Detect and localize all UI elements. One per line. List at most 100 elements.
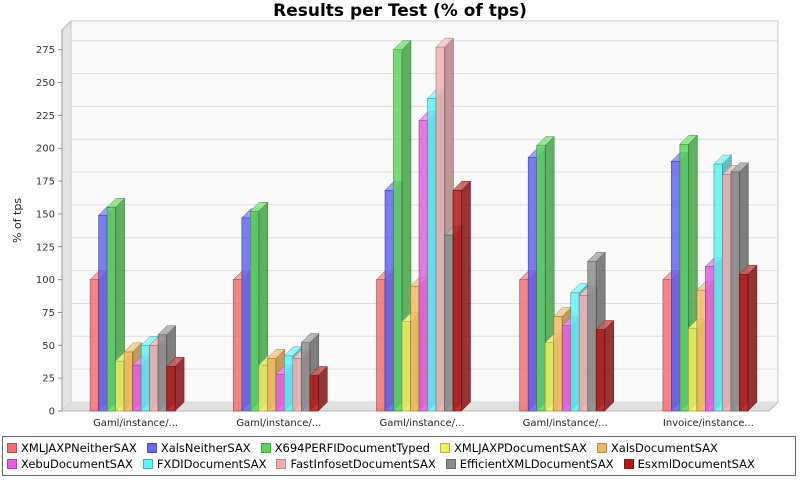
legend-swatch — [439, 443, 450, 453]
bar-front — [561, 325, 572, 412]
bar-front — [553, 316, 563, 412]
bar-front — [587, 260, 597, 412]
bar — [309, 365, 328, 412]
bar-top — [309, 366, 328, 376]
bar-front — [595, 329, 606, 412]
legend-swatch — [596, 443, 607, 453]
y-tick-label: 200 — [36, 144, 55, 155]
y-tick-label: 50 — [42, 341, 55, 352]
bar — [452, 180, 472, 412]
bar-front — [98, 214, 108, 412]
bar-front — [115, 360, 125, 412]
y-tick-label: 125 — [36, 242, 55, 253]
bar-top — [713, 154, 733, 165]
bar-top — [300, 333, 320, 343]
bar-front — [258, 364, 268, 412]
bar-front — [452, 189, 462, 412]
y-tick-label: 225 — [36, 111, 55, 122]
bar-front — [106, 207, 116, 412]
bar-front — [705, 266, 715, 412]
bar-top — [679, 135, 699, 145]
bar-top — [435, 37, 455, 48]
bar-front — [149, 345, 159, 412]
bar-front — [730, 171, 740, 412]
legend-item: XalsDocumentSAX — [596, 440, 718, 456]
y-tick-label: 175 — [36, 177, 55, 188]
legend-swatch — [7, 443, 17, 453]
bar-front — [233, 279, 243, 412]
bar-front — [89, 279, 99, 412]
bar-front — [427, 98, 437, 412]
legend-item: EfficientXMLDocumentSAX — [445, 456, 614, 472]
bar-front — [266, 358, 277, 412]
bar — [165, 356, 185, 412]
bar-front — [536, 145, 546, 412]
y-gridline — [61, 138, 778, 149]
bar-front — [410, 285, 420, 412]
legend-item: XebuDocumentSAX — [7, 456, 133, 472]
bar-top — [536, 136, 555, 146]
legend-label: EsxmlDocumentSAX — [637, 457, 755, 471]
bar-top — [157, 325, 177, 336]
bar-top — [249, 202, 269, 212]
legend-label: XebuDocumentSAX — [21, 457, 133, 471]
bar-front — [418, 120, 428, 412]
legend-label: FXDIDocumentSAX — [156, 457, 267, 471]
bar-front — [671, 161, 681, 412]
x-category-label: Gaml/instance/... — [379, 418, 464, 429]
legend-swatch — [623, 459, 634, 469]
bar-front — [309, 375, 319, 412]
legend-swatch — [445, 459, 456, 469]
bar-front — [527, 157, 538, 412]
bar-top — [266, 349, 286, 359]
legend-item: XMLJAXPNeitherSAX — [7, 440, 137, 456]
plot-area: 0 25 50 75 100 125 150 175 200 225 250 275 % of tps G… — [11, 19, 780, 429]
y-gridline — [61, 73, 778, 83]
bar-top — [123, 342, 143, 353]
bar-front — [376, 279, 386, 412]
bar-front — [722, 174, 732, 412]
legend-item: XMLJAXPDocumentSAX — [439, 440, 587, 456]
bar-side — [461, 180, 471, 412]
legend-label: XalsNeitherSAX — [160, 441, 251, 455]
legend-swatch — [260, 443, 271, 453]
legend-label: EfficientXMLDocumentSAX — [459, 457, 614, 471]
bar-top — [730, 162, 750, 173]
bar-front — [393, 49, 403, 412]
bar-front — [739, 274, 749, 412]
legend-item: FXDIDocumentSAX — [142, 456, 267, 472]
bar-front — [157, 334, 167, 412]
legend-item: EsxmlDocumentSAX — [623, 456, 755, 472]
legend: XMLJAXPNeitherSAX XalsNeitherSAX X694PERFI… — [2, 436, 796, 476]
bar-front — [401, 321, 411, 412]
bar-front — [300, 342, 311, 412]
y-tick-label: 100 — [36, 275, 55, 286]
bar-front — [713, 163, 723, 412]
bar-front — [570, 292, 580, 412]
bar-front — [250, 211, 260, 412]
bar-top — [392, 40, 412, 50]
bar — [738, 264, 758, 412]
legend-label: XMLJAXPDocumentSAX — [453, 441, 587, 455]
y-tick-label: 25 — [42, 374, 55, 385]
y-tick-label: 0 — [49, 407, 55, 418]
bar-side — [604, 319, 614, 412]
bar-front — [140, 345, 150, 412]
legend-swatch — [142, 459, 153, 469]
bar-front — [292, 358, 302, 412]
bar-front — [679, 144, 689, 412]
bar-side — [174, 356, 185, 412]
bar-top — [452, 181, 472, 191]
bar-front — [241, 217, 251, 412]
bar-front — [132, 364, 142, 412]
bar-top — [738, 265, 758, 275]
bar-front — [688, 327, 698, 412]
legend-item: FastInfosetDocumentSAX — [276, 456, 436, 472]
y-tick-label: 275 — [36, 45, 55, 56]
bar-top — [106, 198, 126, 208]
bar-side — [747, 264, 758, 412]
chart-title: Results per Test (% of tps) — [273, 1, 527, 21]
legend-label: XMLJAXPNeitherSAX — [21, 441, 137, 455]
bar-front — [662, 279, 672, 412]
